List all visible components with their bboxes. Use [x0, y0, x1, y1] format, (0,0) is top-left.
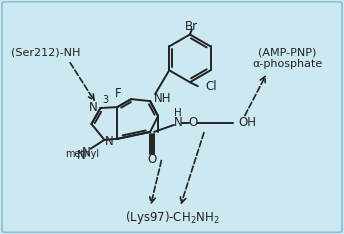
Text: (Ser212)-NH: (Ser212)-NH	[11, 48, 80, 57]
Text: N: N	[82, 146, 91, 159]
Text: (AMP-PNP): (AMP-PNP)	[258, 48, 316, 57]
Text: Br: Br	[185, 20, 198, 33]
Text: 3: 3	[102, 95, 108, 105]
Text: NH: NH	[154, 92, 172, 105]
Text: O: O	[148, 153, 157, 166]
Text: Cl: Cl	[206, 80, 217, 93]
FancyBboxPatch shape	[2, 2, 342, 232]
Text: N: N	[89, 101, 98, 113]
Text: F: F	[115, 87, 121, 100]
Text: H: H	[174, 108, 182, 118]
Text: methyl: methyl	[65, 149, 100, 159]
Text: N: N	[77, 149, 86, 162]
Text: α-phosphate: α-phosphate	[252, 59, 322, 69]
Text: O: O	[188, 117, 197, 129]
Text: N: N	[174, 117, 182, 129]
Text: N: N	[105, 135, 114, 148]
Text: (Lys97)-CH$_2$NH$_2$: (Lys97)-CH$_2$NH$_2$	[125, 209, 219, 226]
Text: OH: OH	[239, 117, 257, 129]
